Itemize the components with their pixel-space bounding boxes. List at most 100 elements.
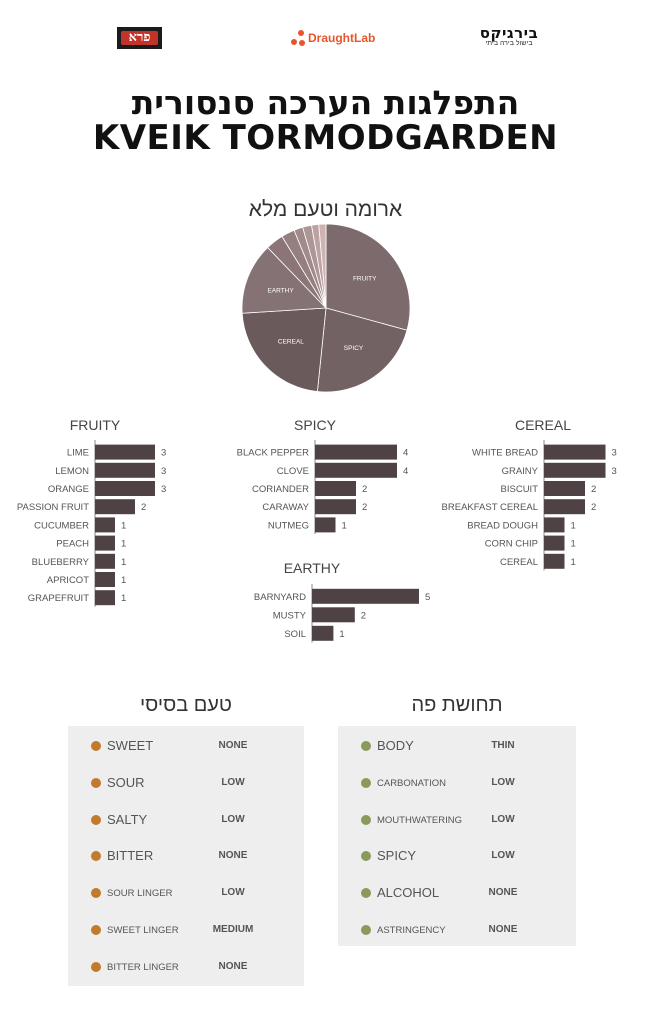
basic-taste-label: SWEET — [107, 738, 154, 753]
earthy-chart-title: EARTHY — [283, 560, 341, 576]
basic-taste-row-sweet: SWEET NONE — [68, 736, 304, 756]
mouthfeel-row-mouthwatering: MOUTHWATERING LOW — [338, 810, 576, 830]
cereal-bar-white-bread — [544, 444, 606, 460]
cereal-value-corn-chip: 1 — [571, 539, 576, 550]
molecule-icon — [291, 29, 305, 47]
fruity-label-apricot: APRICOT — [47, 575, 89, 586]
spicy-bar-clove — [315, 462, 397, 478]
basic-taste-bullet-icon — [91, 814, 101, 825]
page-title-english: KVEIK TORMODGARDEN — [92, 118, 559, 158]
mouthfeel-label: ALCOHOL — [377, 885, 440, 901]
mouthfeel-label: ASTRINGENCY — [377, 925, 446, 936]
fruity-label-grapefruit: GRAPEFRUIT — [28, 593, 89, 604]
beergeeks-logo: בירגיקס בישול בירה ביתי — [470, 24, 548, 47]
fruity-value-grapefruit: 1 — [121, 593, 126, 604]
mouthfeel-label: MOUTHWATERING — [377, 814, 462, 826]
fruity-bar-apricot — [95, 572, 115, 587]
mouthfeel-bullet-icon — [361, 851, 371, 862]
basic-taste-label: BITTER LINGER — [107, 961, 179, 973]
earthy-label-musty: MUSTY — [273, 610, 307, 621]
fruity-label-passion-fruit: PASSION FRUIT — [17, 502, 89, 513]
mouthfeel-label: SPICY — [377, 848, 417, 864]
mouthfeel-value: LOW — [491, 850, 515, 862]
pie-label-spicy: SPICY — [344, 345, 364, 352]
fruity-value-lime: 3 — [161, 448, 166, 459]
mouthfeel-row-alcohol: ALCOHOL NONE — [338, 883, 576, 903]
basic-taste-value: MEDIUM — [212, 924, 254, 935]
basic-taste-bullet-icon — [91, 888, 101, 899]
mouthfeel-title: תחושת פה — [411, 694, 503, 716]
cereal-chart-title: CEREAL — [514, 417, 572, 433]
pie-slice-earthy — [241, 247, 327, 314]
spicy-value-nutmeg: 1 — [342, 520, 347, 531]
basic-taste-label: BITTER — [107, 848, 154, 864]
basic-taste-value: LOW — [221, 887, 245, 899]
mouthfeel-bullet-icon — [361, 814, 371, 825]
mouthfeel-value: LOW — [491, 776, 515, 788]
draughtlab-logo-text: DraughtLab — [308, 31, 376, 45]
earthy-label-barnyard: BARNYARD — [254, 592, 306, 603]
mouthfeel-row-carbonation: CARBONATION LOW — [338, 773, 576, 793]
basic-taste-label: SOUR LINGER — [107, 888, 173, 900]
cereal-value-cereal: 1 — [571, 557, 576, 568]
fruity-bar-blueberry — [95, 553, 115, 569]
spicy-label-black-pepper: BLACK PEPPER — [237, 448, 309, 459]
basic-taste-row-salty: SALTY LOW — [68, 810, 304, 830]
draughtlab-logo: DraughtLab — [291, 28, 375, 48]
fruity-label-peach: PEACH — [56, 539, 89, 550]
basic-taste-row-sour-linger: SOUR LINGER LOW — [68, 883, 304, 903]
mouthfeel-row-astringency: ASTRINGENCY NONE — [338, 920, 576, 940]
spicy-label-coriander: CORIANDER — [252, 484, 309, 495]
spicy-bar-caraway — [315, 499, 356, 515]
basic-taste-row-bitter-linger: BITTER LINGER NONE — [68, 957, 304, 977]
cereal-value-white-bread: 3 — [612, 448, 617, 459]
mouthfeel-bullet-icon — [361, 925, 371, 935]
basic-taste-bullet-icon — [91, 851, 101, 862]
beergeeks-logo-subtext: בישול בירה ביתי — [485, 40, 533, 47]
basic-taste-row-bitter: BITTER NONE — [68, 846, 304, 866]
cereal-value-biscuit: 2 — [591, 484, 596, 495]
fruity-value-peach: 1 — [121, 539, 126, 550]
cereal-bar-biscuit — [544, 481, 585, 496]
mouthfeel-row-body: BODY THIN — [338, 736, 576, 756]
fruity-value-passion-fruit: 2 — [141, 502, 146, 513]
basic-taste-value: LOW — [221, 776, 245, 788]
fruity-bar-lime — [95, 444, 155, 460]
pie-chart-title: ארומה וטעם מלא — [248, 198, 403, 221]
fruity-value-apricot: 1 — [121, 575, 126, 586]
page-title-hebrew: התפלגות הערכה סנסורית — [131, 83, 520, 122]
cereal-bar-chart: WHITE BREAD 3 GRAINY 3 BISCUIT 2 BREAKFAST CER… — [442, 440, 617, 571]
fruity-value-orange: 3 — [161, 484, 166, 495]
spicy-label-clove: CLOVE — [277, 466, 309, 477]
beergeeks-logo-text: בירגיקס — [479, 24, 539, 42]
basic-taste-value: LOW — [221, 813, 245, 825]
cereal-label-biscuit: BISCUIT — [501, 484, 539, 495]
pie-slice-fruity — [325, 223, 411, 331]
basic-taste-value: NONE — [218, 740, 248, 751]
cereal-value-bread-dough: 1 — [571, 520, 576, 531]
mouthfeel-bullet-icon — [361, 741, 371, 751]
fruity-label-lime: LIME — [67, 448, 89, 459]
cereal-label-white-bread: WHITE BREAD — [472, 448, 538, 459]
pie-label-cereal: CEREAL — [278, 339, 304, 346]
earthy-label-soil: SOIL — [284, 629, 306, 640]
mouthfeel-label: CARBONATION — [377, 777, 446, 789]
earthy-value-soil: 1 — [339, 629, 344, 640]
fruity-bar-orange — [95, 481, 155, 496]
fruity-bar-chart: LIME 3 LEMON 3 ORANGE 3 PASSION FRUIT 2 CUCUMBER… — [17, 440, 166, 607]
mouthfeel-value: LOW — [491, 813, 515, 825]
cereal-bar-corn-chip — [544, 535, 565, 551]
mouthfeel-panel: BODY THIN CARBONATION LOW MOUTHWATERING LOW SP… — [338, 726, 576, 946]
earthy-bar-chart: BARNYARD 5 MUSTY 2 SOIL 1 — [254, 584, 430, 643]
pie-slice-cereal — [241, 307, 327, 392]
mouthfeel-value: NONE — [488, 887, 518, 899]
cereal-label-corn-chip: CORN CHIP — [485, 539, 538, 550]
fruity-label-blueberry: BLUEBERRY — [32, 557, 90, 568]
fruity-bar-peach — [95, 535, 115, 551]
spicy-value-coriander: 2 — [362, 484, 367, 495]
fruity-label-orange: ORANGE — [48, 484, 89, 495]
mouthfeel-value: THIN — [491, 740, 515, 751]
cereal-label-bread-dough: BREAD DOUGH — [467, 520, 538, 531]
basic-taste-label: SOUR — [107, 774, 145, 790]
cereal-bar-grainy — [544, 462, 606, 478]
